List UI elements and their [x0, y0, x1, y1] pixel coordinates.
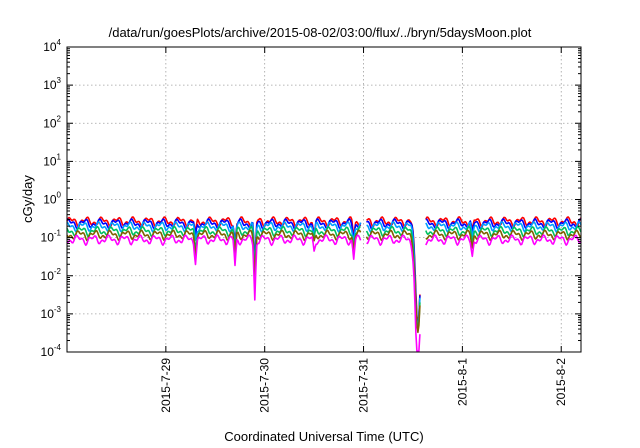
y-tick-label: 10-1: [41, 229, 62, 245]
y-tick-label: 10-2: [41, 267, 62, 283]
y-tick-label: 102: [43, 114, 61, 130]
x-tick-label: 2015-7-29: [159, 358, 173, 413]
y-tick-label: 104: [43, 38, 61, 54]
x-tick-label: 2015-7-31: [357, 358, 371, 413]
grid: [67, 47, 581, 352]
series-line-5: [66, 229, 582, 334]
y-tick-label: 10-4: [41, 343, 62, 359]
y-tick-label: 103: [43, 76, 61, 92]
x-axis: 2015-7-29 2015-7-30 2015-7-31 2015-8-1 2015-…: [159, 47, 568, 413]
x-tick-label: 2015-8-1: [455, 358, 469, 406]
y-axis: 10-4 10-3 10-2 10-1 100 101 102 103 104: [41, 38, 581, 359]
x-axis-label: Coordinated Universal Time (UTC): [224, 429, 423, 444]
series-line-6: [66, 234, 582, 352]
x-tick-label: 2015-7-30: [258, 358, 272, 413]
y-tick-label: 100: [43, 191, 61, 207]
series-line-3: [66, 221, 582, 328]
y-tick-label: 101: [43, 152, 61, 168]
y-tick-label: 10-3: [41, 305, 62, 321]
series-line-2: [66, 218, 582, 327]
y-axis-label: cGy/day: [20, 175, 35, 223]
chart-title: /data/run/goesPlots/archive/2015-08-02/0…: [109, 25, 532, 40]
series-group: [66, 216, 582, 352]
x-tick-label: 2015-8-2: [554, 358, 568, 406]
